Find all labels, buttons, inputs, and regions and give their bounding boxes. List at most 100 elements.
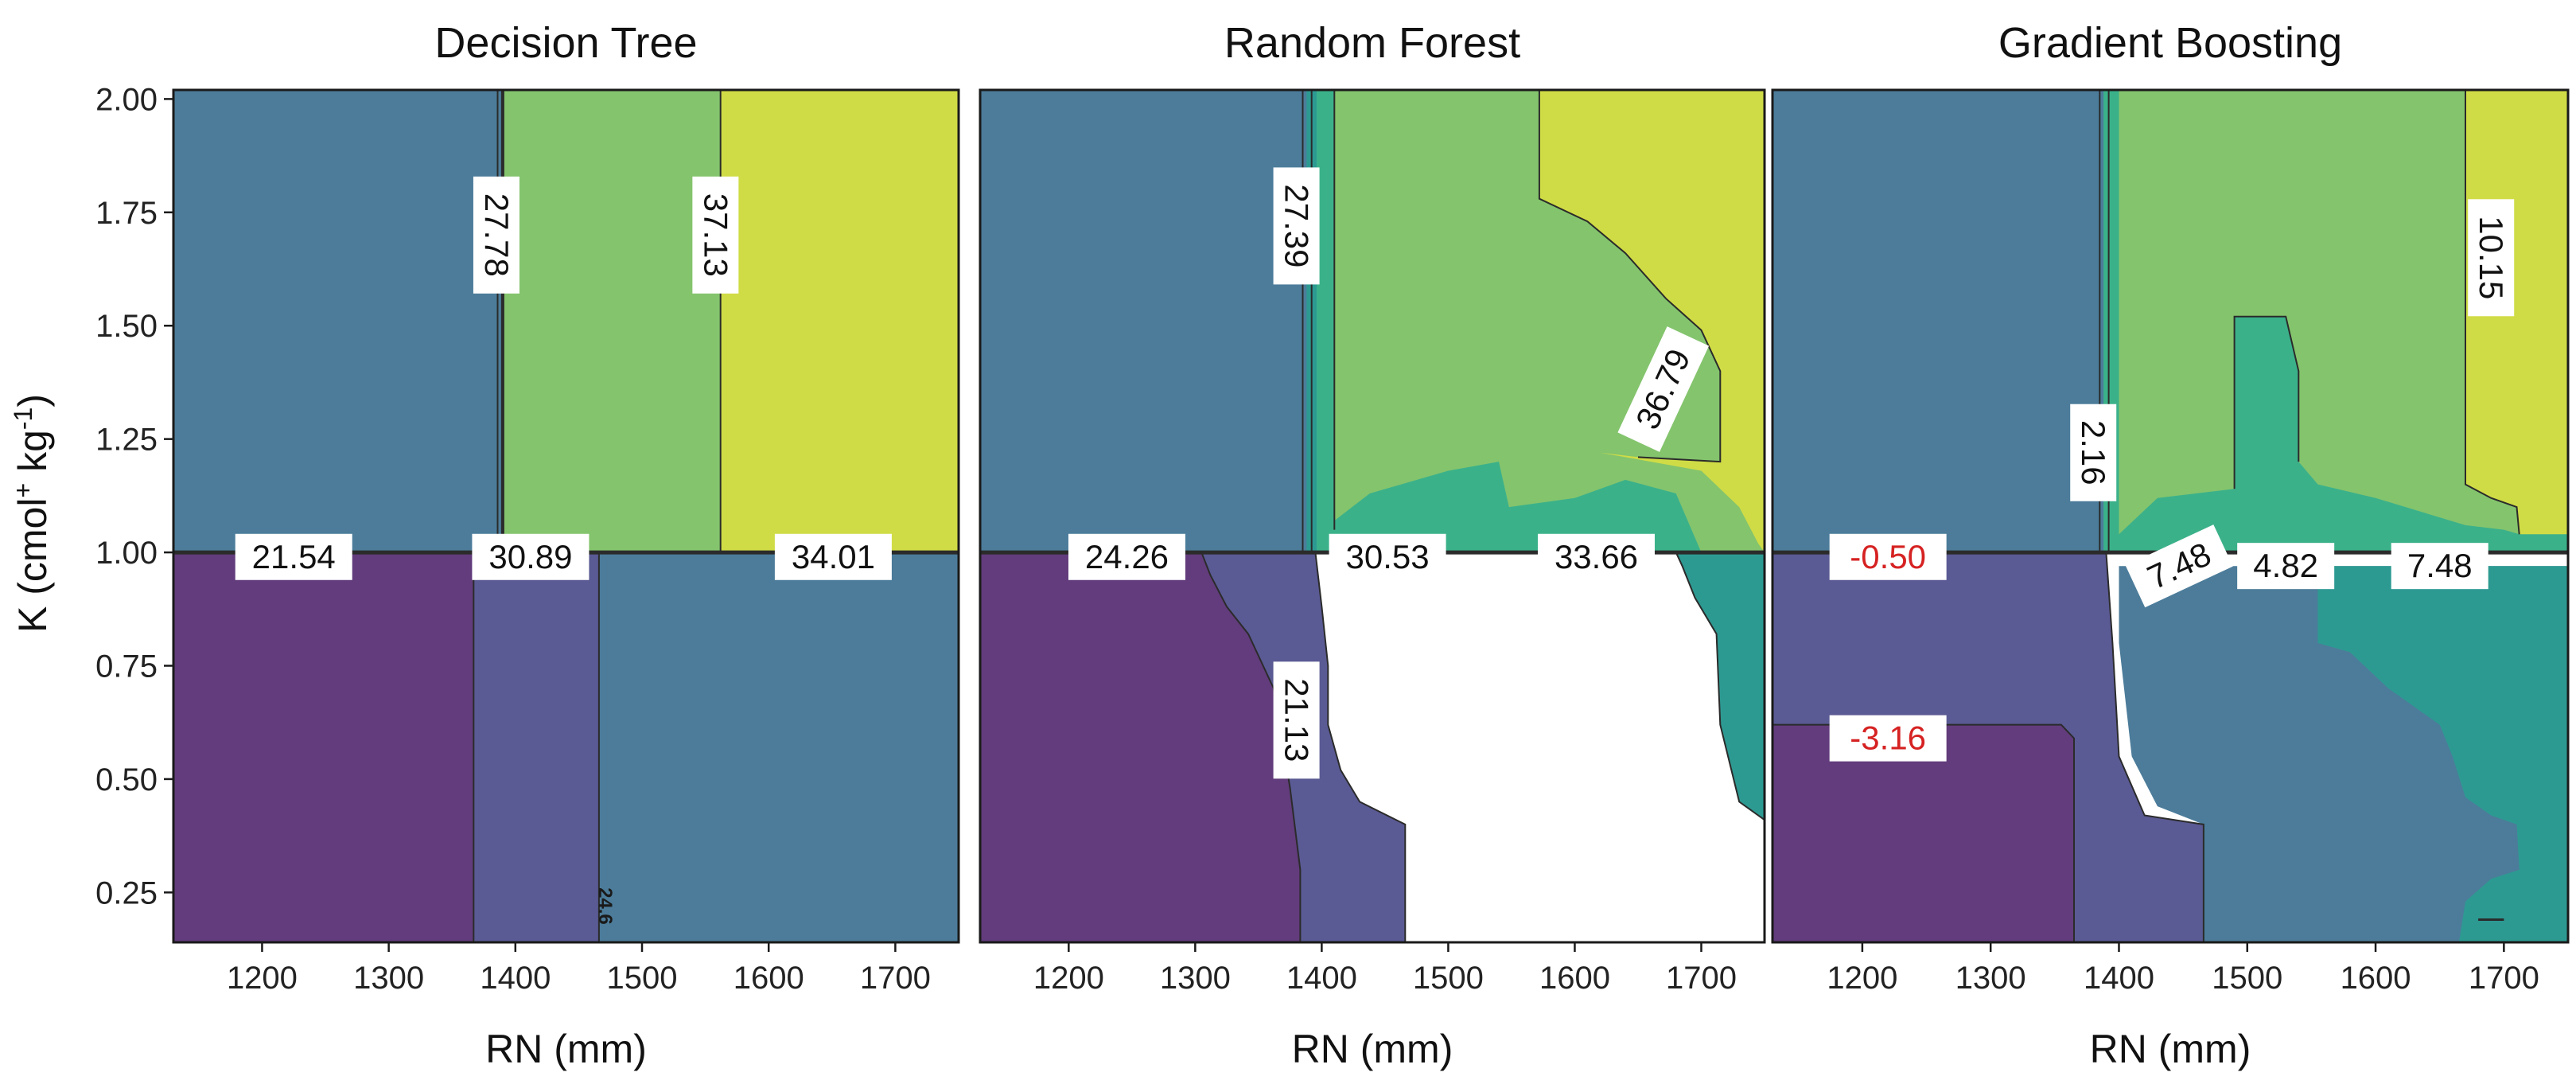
panel-title: Decision Tree — [434, 19, 697, 67]
contour-label: 2.16 — [2070, 404, 2117, 501]
plot-frame — [1771, 88, 2570, 944]
x-tick-label: 1700 — [1666, 961, 1737, 996]
contour-label-box — [473, 176, 519, 294]
y-tick-label: 1.50 — [95, 309, 158, 344]
contour-label-box — [1068, 533, 1185, 580]
contour-label-text: 4.82 — [2253, 547, 2318, 584]
contour-label-text: 21.13 — [1278, 678, 1316, 762]
contour-label: 27.39 — [1273, 167, 1320, 285]
contour-line — [2105, 552, 2204, 942]
y-axis-label-sup: + — [9, 483, 37, 498]
contour-label-box — [1273, 167, 1320, 285]
contour-region-blue — [598, 552, 959, 942]
x-tick-label: 1600 — [733, 961, 804, 996]
contour-label: 37.13 — [692, 176, 739, 294]
plot-area — [173, 90, 959, 942]
contour-line — [1675, 552, 1765, 821]
contour-label-box — [1829, 533, 1947, 580]
contour-label-text: 30.89 — [488, 538, 572, 575]
contour-line — [1314, 552, 1407, 942]
contour-label-box — [1273, 661, 1320, 779]
contour-label-text: 2.16 — [2075, 420, 2112, 485]
plot-area — [980, 90, 1765, 942]
x-tick-label: 1500 — [1413, 961, 1484, 996]
contour-region-purple — [173, 552, 474, 942]
contour-label: 24.26 — [1068, 533, 1185, 580]
y-axis-label-end: ) — [10, 394, 55, 407]
x-tick-label: 1300 — [1955, 961, 2026, 996]
x-tick-label: 1200 — [1033, 961, 1104, 996]
y-tick-label: 1.00 — [95, 536, 158, 571]
contour-label-box — [1329, 533, 1446, 580]
contour-region-yellow — [720, 90, 959, 553]
x-tick-label: 1600 — [1539, 961, 1610, 996]
contour-label: 10.15 — [2468, 199, 2515, 317]
plot-frame — [172, 88, 960, 944]
panel-title: Random Forest — [1224, 19, 1520, 67]
x-tick-label: 1400 — [2084, 961, 2154, 996]
x-tick-label: 1200 — [1827, 961, 1897, 996]
contour-annotation: 24.6 — [594, 887, 616, 925]
contour-region-purple — [1772, 724, 2074, 942]
contour-label-text: 37.13 — [697, 193, 734, 277]
contour-label-box — [2391, 543, 2488, 590]
contour-label-text: -0.50 — [1850, 538, 1926, 575]
y-axis-label-sup2: -1 — [9, 407, 37, 430]
contour-region-green — [2119, 90, 2520, 535]
y-tick-label: 0.50 — [95, 762, 158, 797]
contour-label-box — [1537, 533, 1655, 580]
plot-area — [1772, 90, 2568, 942]
contour-label-box — [692, 176, 739, 294]
contour-region-teal — [1675, 552, 1765, 942]
panel-title: Gradient Boosting — [1998, 19, 2342, 67]
contour-line — [2233, 315, 2300, 489]
contour-label: 4.82 — [2237, 543, 2335, 590]
plot-frame — [979, 88, 1766, 944]
x-axis-label: RN (mm) — [1292, 1027, 1453, 1071]
y-tick-label: 0.25 — [95, 875, 158, 910]
contour-label-box — [472, 533, 590, 580]
x-tick-label: 1600 — [2341, 961, 2411, 996]
contour-label-box — [2468, 199, 2515, 317]
chart-panel-1: 27.78 37.13 21.54 30.89 34.01 24.6 Decision Tr… — [95, 19, 960, 1071]
contour-region-blue — [173, 90, 503, 553]
chart-panel-3: 10.15 2.16 -0.50 7.48 4.82 7.48 -3.16 Gradient … — [1771, 19, 2570, 1071]
y-axis-label-main: K (cmol — [10, 498, 55, 633]
contour-label-box — [1617, 326, 1710, 452]
contour-label: 30.89 — [472, 533, 590, 580]
contour-label: 21.54 — [235, 533, 352, 580]
x-tick-label: 1700 — [2469, 961, 2539, 996]
y-tick-label: 1.25 — [95, 423, 158, 458]
contour-label-text: 24.26 — [1085, 538, 1169, 575]
x-tick-label: 1400 — [480, 961, 551, 996]
contour-label-box — [774, 533, 892, 580]
contour-region-purple — [980, 552, 1301, 942]
contour-region-teal — [2317, 566, 2568, 942]
contour-region-yellow — [1539, 90, 1765, 553]
contour-label-text: 34.01 — [792, 538, 875, 575]
contour-label: 7.48 — [2125, 524, 2233, 608]
contour-label: 34.01 — [774, 533, 892, 580]
x-axis-label: RN (mm) — [2090, 1027, 2251, 1071]
contour-label-text: -3.16 — [1850, 719, 1926, 757]
contour-line — [1200, 552, 1302, 942]
contour-label: 27.78 — [473, 176, 519, 294]
y-tick-label: 1.75 — [95, 196, 158, 231]
contour-label-text: 30.53 — [1346, 538, 1430, 575]
contour-label-text: 27.39 — [1278, 184, 1316, 267]
contour-label-text: 10.15 — [2473, 216, 2510, 299]
contour-label-text: 7.48 — [2407, 547, 2473, 584]
y-tick-label: 0.75 — [95, 649, 158, 684]
y-axis-label-mid: kg — [10, 430, 55, 483]
x-tick-label: 1300 — [1160, 961, 1231, 996]
contour-label: -3.16 — [1829, 715, 1947, 762]
contour-label-text: 27.78 — [478, 193, 516, 277]
x-tick-label: 1400 — [1286, 961, 1357, 996]
contour-label-box — [1829, 715, 1947, 762]
x-tick-label: 1200 — [227, 961, 298, 996]
y-tick-label: 2.00 — [95, 82, 158, 117]
x-axis-label: RN (mm) — [485, 1027, 647, 1071]
contour-label-box — [2070, 404, 2117, 501]
